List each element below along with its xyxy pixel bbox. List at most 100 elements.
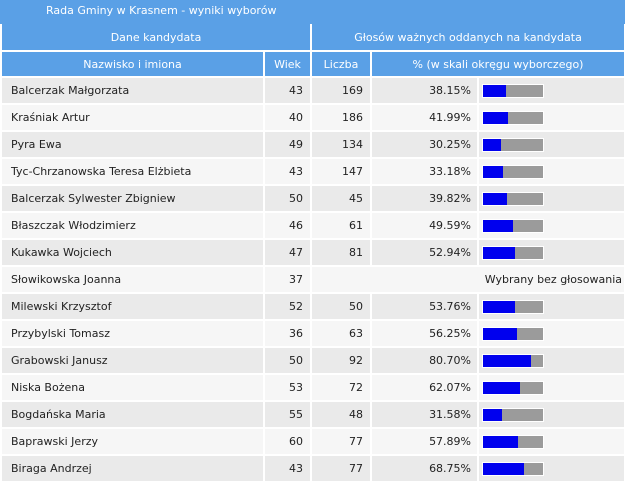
vote-percent-bar-fill (483, 246, 516, 259)
vote-percent-bar-cell (477, 185, 625, 213)
candidate-age: 46 (262, 212, 312, 240)
vote-percent-bar-fill (483, 138, 502, 151)
vote-count: 45 (310, 185, 372, 213)
vote-percent-bar-cell (477, 104, 625, 132)
table-row: Bogdańska Maria 55 48 31.58% (2, 401, 625, 429)
vote-count: 147 (310, 158, 372, 186)
table-row: Pyra Ewa 49 134 30.25% (2, 131, 625, 159)
vote-count: 92 (310, 347, 372, 375)
vote-percent: 57.89% (370, 428, 479, 456)
table-row: Balcerzak Małgorzata 43 169 38.15% (2, 77, 625, 105)
vote-percent-bar-cell (477, 347, 625, 375)
candidate-age: 47 (262, 239, 312, 267)
vote-percent: 62.07% (370, 374, 479, 402)
candidate-name: Niska Bożena (2, 374, 264, 402)
candidate-name: Balcerzak Małgorzata (2, 77, 264, 105)
header-group-row: Dane kandydata Głosów ważnych oddanych n… (2, 24, 625, 52)
candidate-name: Słowikowska Joanna (2, 266, 264, 294)
vote-percent: 33.18% (370, 158, 479, 186)
candidate-age: 55 (262, 401, 312, 429)
vote-percent-bar-fill (483, 165, 504, 178)
header-age[interactable]: Wiek (262, 51, 312, 78)
vote-percent-bar-cell (477, 428, 625, 456)
table-row: Balcerzak Sylwester Zbigniew 50 45 39.82% (2, 185, 625, 213)
table-row: Przybylski Tomasz 36 63 56.25% (2, 320, 625, 348)
candidate-name: Milewski Krzysztof (2, 293, 264, 321)
vote-percent-bar (482, 353, 545, 368)
vote-percent-bar-fill (483, 462, 525, 475)
candidate-name: Grabowski Janusz (2, 347, 264, 375)
candidate-name: Bogdańska Maria (2, 401, 264, 429)
vote-percent: 56.25% (370, 320, 479, 348)
vote-percent: 39.82% (370, 185, 479, 213)
candidate-age: 60 (262, 428, 312, 456)
table-row: Milewski Krzysztof 52 50 53.76% (2, 293, 625, 321)
vote-percent-bar-cell (477, 293, 625, 321)
vote-percent-bar-cell (477, 77, 625, 105)
header-percent[interactable]: % (w skali okręgu wyborczego) (370, 51, 625, 78)
candidate-age: 43 (262, 455, 312, 483)
table-row: Baprawski Jerzy 60 77 57.89% (2, 428, 625, 456)
table-row: Biraga Andrzej 43 77 68.75% (2, 455, 625, 483)
vote-count: 81 (310, 239, 372, 267)
vote-percent-bar-cell (477, 401, 625, 429)
vote-percent-bar (482, 218, 545, 233)
vote-percent-bar (482, 83, 545, 98)
vote-count: 77 (310, 455, 372, 483)
vote-percent-bar-fill (483, 84, 507, 97)
candidate-name: Kraśniak Artur (2, 104, 264, 132)
table-row: Tyc-Chrzanowska Teresa Elżbieta 43 147 33.1… (2, 158, 625, 186)
vote-percent: 30.25% (370, 131, 479, 159)
candidate-age: 49 (262, 131, 312, 159)
results-table: Dane kandydata Głosów ważnych oddanych n… (2, 24, 625, 483)
vote-percent-bar (482, 299, 545, 314)
vote-percent-bar-fill (483, 111, 509, 124)
window-title-bar: Rada Gminy w Krasnem - wyniki wyborów (0, 0, 625, 24)
vote-percent-bar-fill (483, 192, 508, 205)
vote-percent-bar (482, 407, 545, 422)
vote-count: 134 (310, 131, 372, 159)
header-name[interactable]: Nazwisko i imiona (2, 51, 264, 78)
results-table-body: Balcerzak Małgorzata 43 169 38.15% Kraśniak … (2, 77, 625, 483)
vote-percent-bar-cell (477, 158, 625, 186)
vote-count: 72 (310, 374, 372, 402)
vote-percent-bar-fill (483, 219, 514, 232)
vote-percent-bar (482, 461, 545, 476)
vote-percent-bar (482, 434, 545, 449)
header-group-candidate: Dane kandydata (2, 24, 312, 52)
table-row: Słowikowska Joanna 37 Wybrany bez głosowan… (2, 266, 625, 294)
table-row: Błaszczak Włodzimierz 46 61 49.59% (2, 212, 625, 240)
candidate-age: 50 (262, 185, 312, 213)
vote-percent-bar (482, 326, 545, 341)
vote-percent-bar (482, 110, 545, 125)
candidate-age: 50 (262, 347, 312, 375)
candidate-age: 43 (262, 77, 312, 105)
candidate-age: 36 (262, 320, 312, 348)
candidate-name: Biraga Andrzej (2, 455, 264, 483)
vote-count: 169 (310, 77, 372, 105)
vote-percent: 41.99% (370, 104, 479, 132)
vote-percent: 53.76% (370, 293, 479, 321)
vote-count: 77 (310, 428, 372, 456)
vote-percent: 52.94% (370, 239, 479, 267)
candidate-name: Baprawski Jerzy (2, 428, 264, 456)
table-row: Kraśniak Artur 40 186 41.99% (2, 104, 625, 132)
vote-percent-bar-fill (483, 435, 519, 448)
table-row: Niska Bożena 53 72 62.07% (2, 374, 625, 402)
vote-count: 186 (310, 104, 372, 132)
candidate-name: Pyra Ewa (2, 131, 264, 159)
candidate-name: Balcerzak Sylwester Zbigniew (2, 185, 264, 213)
vote-percent-bar-fill (483, 300, 516, 313)
header-count[interactable]: Liczba (310, 51, 372, 78)
vote-percent-bar (482, 164, 545, 179)
candidate-name: Tyc-Chrzanowska Teresa Elżbieta (2, 158, 264, 186)
vote-percent: 38.15% (370, 77, 479, 105)
table-row: Kukawka Wojciech 47 81 52.94% (2, 239, 625, 267)
vote-percent-bar-cell (477, 131, 625, 159)
vote-percent: 80.70% (370, 347, 479, 375)
vote-count: 63 (310, 320, 372, 348)
vote-percent-bar-fill (483, 381, 521, 394)
vote-percent-bar-fill (483, 354, 532, 367)
vote-percent-bar-cell (477, 239, 625, 267)
candidate-name: Błaszczak Włodzimierz (2, 212, 264, 240)
